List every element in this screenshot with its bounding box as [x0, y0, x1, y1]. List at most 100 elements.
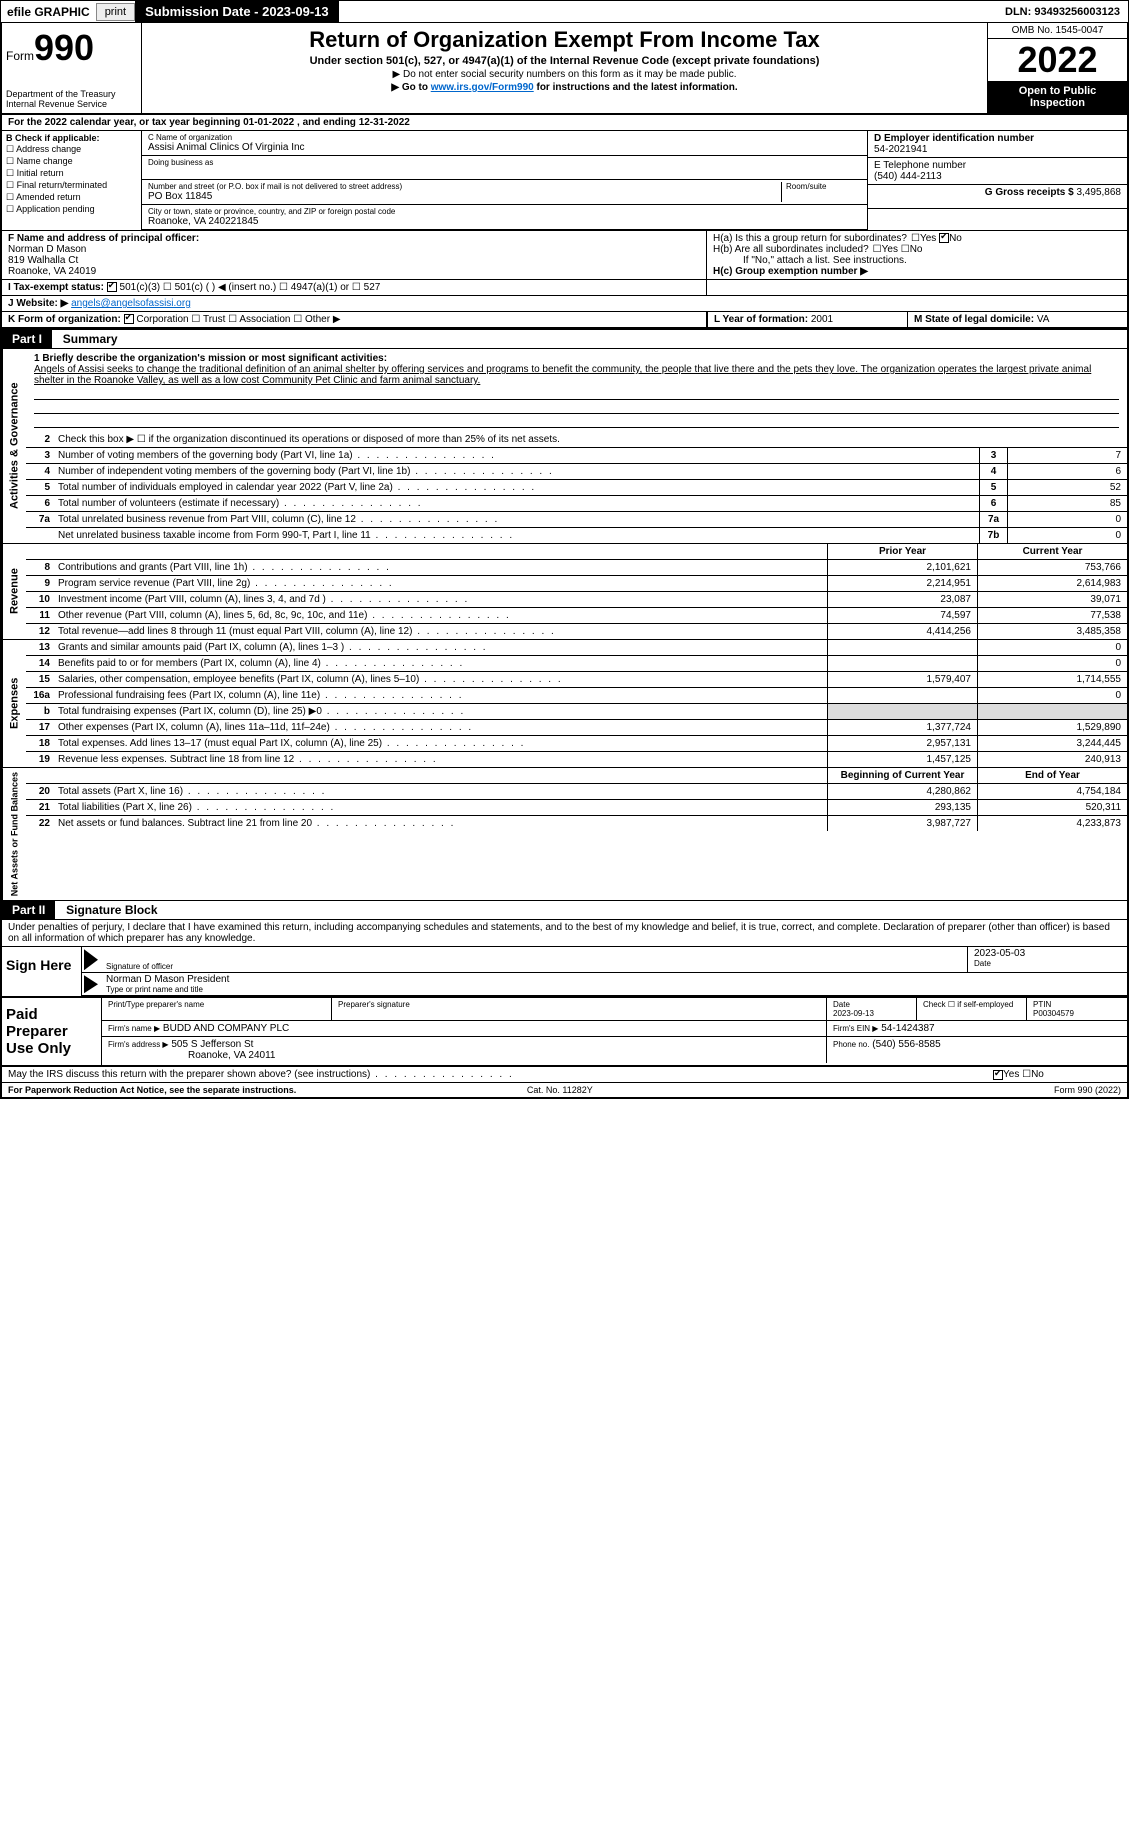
- side-expenses: Expenses: [2, 640, 26, 767]
- note-ssn: ▶ Do not enter social security numbers o…: [150, 69, 979, 80]
- gov-val: 0: [1007, 528, 1127, 543]
- chk-initial-return[interactable]: Initial return: [6, 168, 137, 179]
- na-beg: 3,987,727: [827, 816, 977, 831]
- open-inspection: Open to Public Inspection: [988, 81, 1127, 113]
- form-subtitle: Under section 501(c), 527, or 4947(a)(1)…: [150, 55, 979, 67]
- exp-curr: 0: [977, 656, 1127, 671]
- chk-corp: [124, 314, 134, 324]
- arrow-icon: [84, 949, 98, 970]
- ptin: P00304579: [1033, 1009, 1074, 1018]
- org-name: Assisi Animal Clinics Of Virginia Inc: [148, 142, 861, 153]
- tax-period: For the 2022 calendar year, or tax year …: [2, 115, 416, 130]
- exp-curr: 3,244,445: [977, 736, 1127, 751]
- exp-prior: [827, 688, 977, 703]
- chk-address-change[interactable]: Address change: [6, 144, 137, 155]
- exp-curr: 0: [977, 640, 1127, 655]
- gov-val: 6: [1007, 464, 1127, 479]
- exp-line: Professional fundraising fees (Part IX, …: [54, 688, 827, 703]
- chk-name-change[interactable]: Name change: [6, 156, 137, 167]
- chk-pending[interactable]: Application pending: [6, 204, 137, 215]
- side-governance: Activities & Governance: [2, 349, 26, 543]
- penalty-text: Under penalties of perjury, I declare th…: [0, 920, 1129, 946]
- officer-print: Norman D Mason President: [106, 974, 1121, 985]
- form-number: Form990: [6, 27, 137, 69]
- side-netassets: Net Assets or Fund Balances: [2, 768, 26, 900]
- sign-here: Sign Here: [2, 947, 82, 996]
- rev-curr: 39,071: [977, 592, 1127, 607]
- gov-line: Total number of individuals employed in …: [54, 480, 979, 495]
- exp-line: Salaries, other compensation, employee b…: [54, 672, 827, 687]
- firm-addr1: 505 S Jefferson St: [171, 1039, 253, 1050]
- officer-name: Norman D Mason: [8, 244, 700, 255]
- rev-curr: 77,538: [977, 608, 1127, 623]
- part-i-hdr: Part I: [2, 330, 52, 348]
- exp-line: Revenue less expenses. Subtract line 18 …: [54, 752, 827, 767]
- na-end: 520,311: [977, 800, 1127, 815]
- exp-curr: 1,529,890: [977, 720, 1127, 735]
- arrow-icon: [84, 975, 98, 993]
- officer-addr1: 819 Walhalla Ct: [8, 255, 700, 266]
- discuss-yes: [993, 1070, 1003, 1080]
- exp-prior: [827, 704, 977, 719]
- exp-line: Total expenses. Add lines 13–17 (must eq…: [54, 736, 827, 751]
- rev-line: Program service revenue (Part VIII, line…: [54, 576, 827, 591]
- tax-year: 2022: [988, 39, 1127, 81]
- rev-curr: 2,614,983: [977, 576, 1127, 591]
- website-link[interactable]: angels@angelsofassisi.org: [71, 298, 191, 309]
- exp-curr: 240,913: [977, 752, 1127, 767]
- chk-501c3: [107, 282, 117, 292]
- chk-final-return[interactable]: Final return/terminated: [6, 180, 137, 191]
- prep-date: 2023-09-13: [833, 1009, 874, 1018]
- rev-line: Other revenue (Part VIII, column (A), li…: [54, 608, 827, 623]
- na-end: 4,233,873: [977, 816, 1127, 831]
- exp-prior: 1,457,125: [827, 752, 977, 767]
- gov-line: Net unrelated business taxable income fr…: [54, 528, 979, 543]
- efile-label: efile GRAPHIC: [1, 3, 96, 21]
- gov-val: 7: [1007, 448, 1127, 463]
- rev-prior: 74,597: [827, 608, 977, 623]
- firm-ein: 54-1424387: [881, 1023, 934, 1034]
- exp-prior: 2,957,131: [827, 736, 977, 751]
- paid-preparer-label: Paid Preparer Use Only: [2, 998, 102, 1065]
- form-title: Return of Organization Exempt From Incom…: [150, 27, 979, 53]
- na-beg: 4,280,862: [827, 784, 977, 799]
- ein: 54-2021941: [874, 144, 1121, 155]
- print-button[interactable]: print: [96, 3, 135, 21]
- rev-line: Investment income (Part VIII, column (A)…: [54, 592, 827, 607]
- gov-val: 52: [1007, 480, 1127, 495]
- city: Roanoke, VA 240221845: [148, 216, 861, 227]
- ha-no-check: [939, 233, 949, 243]
- part-i-title: Summary: [55, 332, 118, 346]
- firm-addr2: Roanoke, VA 24011: [108, 1050, 275, 1061]
- top-bar: efile GRAPHIC print Submission Date - 20…: [0, 0, 1129, 23]
- part-ii-hdr: Part II: [2, 901, 55, 919]
- phone: (540) 444-2113: [874, 171, 1121, 182]
- gross-receipts: 3,495,868: [1077, 187, 1122, 198]
- sig-date: 2023-05-03: [974, 948, 1121, 959]
- exp-line: Total fundraising expenses (Part IX, col…: [54, 704, 827, 719]
- footer-left: For Paperwork Reduction Act Notice, see …: [8, 1085, 296, 1095]
- rev-prior: 2,101,621: [827, 560, 977, 575]
- gov-line: Total number of volunteers (estimate if …: [54, 496, 979, 511]
- street: PO Box 11845: [148, 191, 781, 202]
- chk-amended[interactable]: Amended return: [6, 192, 137, 203]
- dln: DLN: 93493256003123: [997, 4, 1128, 20]
- rev-curr: 3,485,358: [977, 624, 1127, 639]
- discuss-q: May the IRS discuss this return with the…: [2, 1067, 987, 1082]
- exp-curr: 0: [977, 688, 1127, 703]
- rev-curr: 753,766: [977, 560, 1127, 575]
- firm-name: BUDD AND COMPANY PLC: [163, 1023, 289, 1034]
- na-line: Net assets or fund balances. Subtract li…: [54, 816, 827, 831]
- exp-prior: 1,579,407: [827, 672, 977, 687]
- na-line: Total assets (Part X, line 16): [54, 784, 827, 799]
- rev-prior: 4,414,256: [827, 624, 977, 639]
- gov-line: Total unrelated business revenue from Pa…: [54, 512, 979, 527]
- exp-curr: [977, 704, 1127, 719]
- officer-addr2: Roanoke, VA 24019: [8, 266, 700, 277]
- irs-link[interactable]: www.irs.gov/Form990: [431, 82, 534, 93]
- gov-val: 85: [1007, 496, 1127, 511]
- footer-cat: Cat. No. 11282Y: [527, 1085, 593, 1095]
- exp-prior: 1,377,724: [827, 720, 977, 735]
- rev-prior: 2,214,951: [827, 576, 977, 591]
- form-header: Form990 Department of the Treasury Inter…: [0, 23, 1129, 115]
